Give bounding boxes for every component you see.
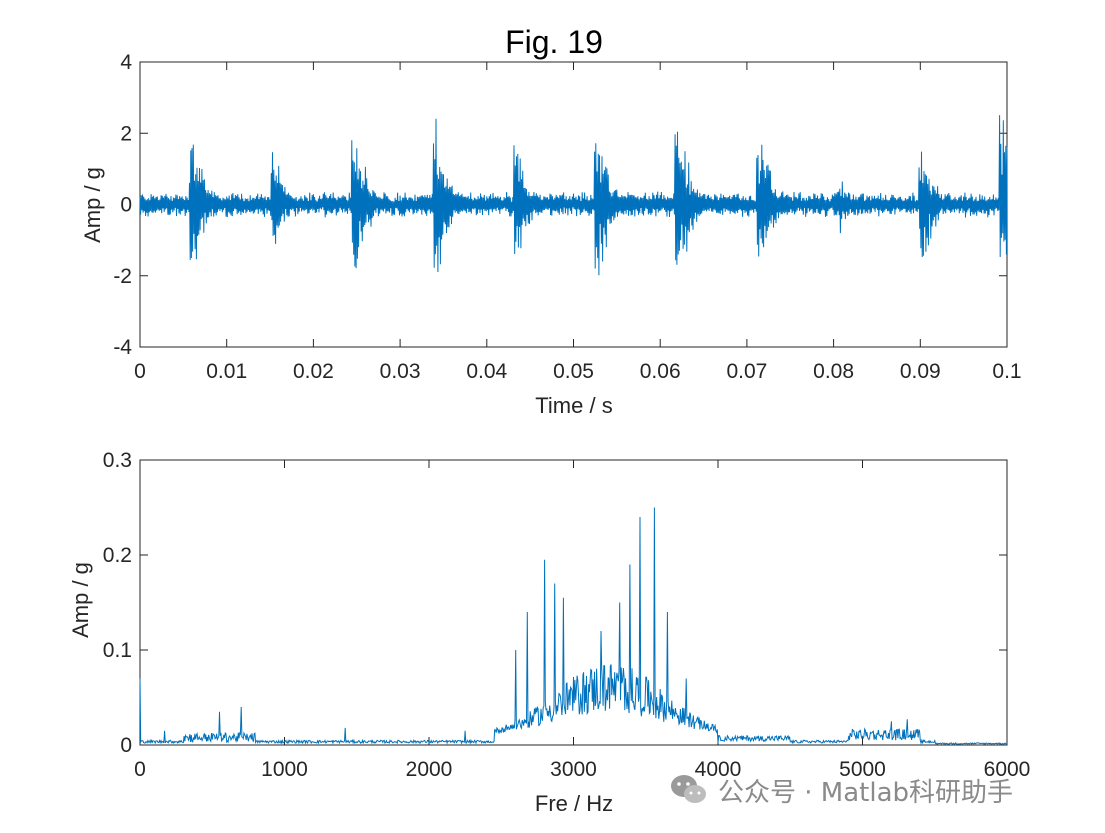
wechat-icon — [671, 775, 706, 803]
x-tick-label: 0.09 — [900, 360, 941, 383]
x-tick-label: 1000 — [261, 758, 308, 781]
chart-title: Fig. 19 — [505, 24, 603, 60]
y-tick-label: 0.2 — [103, 544, 132, 567]
watermark-text: 公众号 · Matlab科研助手 — [718, 777, 1014, 808]
y-tick-label: 0 — [120, 734, 132, 757]
x-tick-label: 6000 — [984, 758, 1031, 781]
y-axis-label: Amp / g — [68, 562, 93, 638]
y-tick-label: -4 — [113, 336, 132, 359]
x-tick-label: 0.07 — [726, 360, 767, 383]
x-tick-label: 0 — [134, 360, 146, 383]
axis-ticks: 0 0.01 0.02 0.03 0.04 0.05 0.06 0.07 0.08 0.09 0.1… — [113, 51, 1021, 383]
x-tick-label: 2000 — [406, 758, 453, 781]
y-tick-label: 0.3 — [103, 449, 132, 472]
x-axis-label: Time / s — [535, 393, 612, 418]
x-tick-label: 0.02 — [293, 360, 334, 383]
chart-frequency-domain: 0 1000 2000 3000 4000 5000 6000 0 0.1 0.2 0.3 Fre … — [68, 449, 1030, 816]
x-tick-label: 4000 — [695, 758, 742, 781]
x-tick-label: 0.05 — [553, 360, 594, 383]
plot-area — [139, 459, 1008, 746]
x-tick-label: 0.1 — [992, 360, 1021, 383]
series-line — [139, 507, 1008, 746]
x-tick-label: 0 — [134, 758, 146, 781]
watermark: 公众号 · Matlab科研助手 — [668, 768, 1013, 812]
y-tick-label: -2 — [113, 265, 132, 288]
y-tick-label: 0.1 — [103, 639, 132, 662]
x-axis-label: Fre / Hz — [535, 791, 613, 816]
y-tick-label: 4 — [120, 51, 132, 74]
x-tick-label: 0.08 — [813, 360, 854, 383]
axis-ticks: 0 1000 2000 3000 4000 5000 6000 0 0.1 0.2 0.3 — [103, 449, 1031, 781]
x-tick-label: 0.04 — [466, 360, 507, 383]
y-axis-label: Amp / g — [80, 167, 105, 243]
x-tick-label: 0.03 — [380, 360, 421, 383]
series-line — [139, 115, 1008, 276]
x-tick-label: 0.01 — [206, 360, 247, 383]
chart-time-domain: Fig. 19 0 0.01 0.02 0.03 0.04 0.05 0.06 0.07 0.0… — [80, 24, 1022, 418]
x-tick-label: 5000 — [839, 758, 886, 781]
x-tick-label: 0.06 — [640, 360, 681, 383]
y-tick-label: 0 — [120, 194, 132, 217]
y-tick-label: 2 — [120, 122, 132, 145]
x-tick-label: 3000 — [550, 758, 597, 781]
